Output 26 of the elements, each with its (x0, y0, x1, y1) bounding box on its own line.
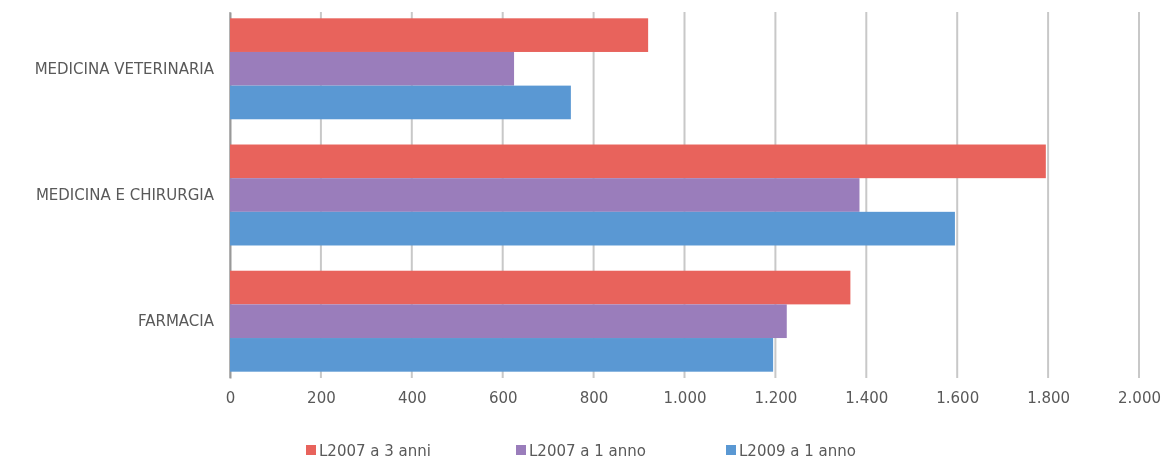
x-tick-label: 200 (307, 388, 336, 407)
x-tick-label: 1.800 (1027, 388, 1071, 407)
bar (230, 18, 649, 52)
legend-label: L2009 a 1 anno (739, 442, 856, 460)
bar (230, 178, 860, 212)
x-tick-label: 600 (488, 388, 518, 407)
legend-label: L2007 a 1 anno (529, 442, 646, 460)
bar (230, 270, 851, 305)
bar (230, 85, 571, 120)
x-tick-label: 1.200 (754, 388, 798, 407)
x-tick-label: 400 (397, 388, 427, 407)
x-tick-label: 1.600 (936, 388, 980, 407)
y-tick-label: MEDICINA E CHIRURGIA (35, 185, 215, 204)
bar (230, 211, 955, 246)
y-tick-label: MEDICINA VETERINARIA (34, 59, 215, 78)
x-tick-label: 1.000 (663, 388, 707, 407)
bar (230, 144, 1046, 179)
y-tick-label: FARMACIA (137, 312, 215, 331)
x-tick-label: 2.000 (1118, 388, 1161, 407)
x-tick-label: 0 (225, 388, 236, 407)
bar (230, 338, 774, 372)
x-tick-label: 1.400 (845, 388, 889, 407)
bar (230, 304, 787, 339)
bar (230, 51, 515, 86)
x-tick-label: 800 (579, 388, 609, 407)
legend-label: L2007 a 3 anni (319, 442, 431, 460)
